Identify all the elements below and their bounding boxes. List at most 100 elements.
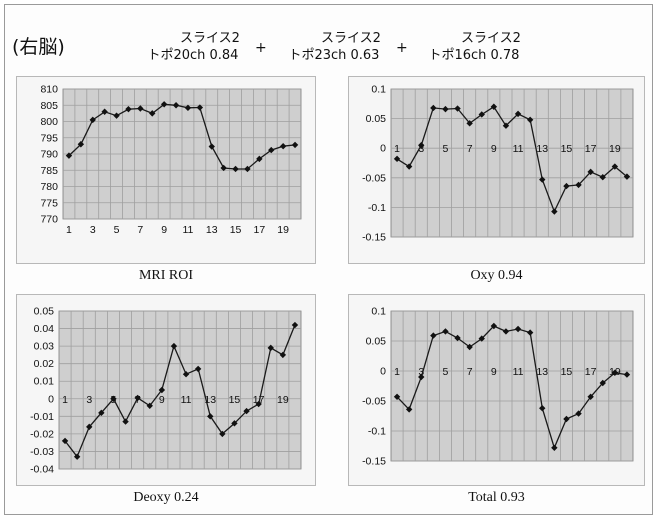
oxy-x-tick-label: 3 <box>418 143 424 155</box>
oxy-data-point <box>611 163 619 170</box>
deoxy-data-point <box>182 371 190 378</box>
mri-roi-data-point <box>137 105 144 112</box>
total-data-point <box>490 322 498 330</box>
oxy-data-point <box>393 155 401 163</box>
deoxy-data-point <box>73 453 81 460</box>
chart-panel-mri-roi: 770 775 780 785 790 795 800 805 810 1 3 5 7 9 11 13 15 17… <box>16 76 316 264</box>
mri-roi-data-point <box>279 143 287 150</box>
deoxy-x-tick-label: 3 <box>86 394 92 406</box>
mri-roi-data-point <box>65 152 73 159</box>
oxy-x-tick-label: 15 <box>561 143 573 155</box>
deoxy-data-point <box>267 344 274 352</box>
deoxy-x-tick-label: 15 <box>229 394 241 406</box>
oxy-data-point <box>405 163 413 170</box>
mri-roi-y-tick-label: 805 <box>40 100 58 112</box>
total-data-point <box>393 393 401 400</box>
deoxy-data-point <box>146 402 153 409</box>
mri-roi-data-point <box>149 110 156 117</box>
hemisphere-label: (右脳) <box>12 36 65 58</box>
deoxy-y-tick-label: 0.03 <box>34 341 55 353</box>
deoxy-data-point <box>110 395 117 402</box>
total-data-point <box>551 444 558 451</box>
deoxy-x-tick-label: 17 <box>253 394 265 406</box>
total-data-point <box>405 406 413 413</box>
mri-roi-y-tick-label: 810 <box>40 84 58 96</box>
total-x-tick-label: 11 <box>513 366 524 378</box>
mri-roi-x-tick-label: 7 <box>137 224 143 236</box>
total-data-point <box>430 332 437 339</box>
mri-roi-data-point <box>184 104 192 112</box>
oxy-x-tick-label: 17 <box>585 143 597 155</box>
deoxy-data-point <box>158 386 166 394</box>
oxy-y-tick-label: 0.1 <box>371 84 386 96</box>
deoxy-x-tick-label: 11 <box>181 394 192 406</box>
chart-panel-oxy: -0.15 -0.1 -0.05 0 0.05 0.1 1 3 5 7 9 11 13 15 17 19 <box>348 76 645 264</box>
deoxy-y-tick-label: 0.01 <box>34 376 55 388</box>
deoxy-y-tick-label: 0.05 <box>34 306 55 318</box>
combo-label-3: スライス2 トポ16ch 0.78 <box>427 30 520 64</box>
total-data-point <box>587 393 594 400</box>
plus-sign-2: + <box>396 40 408 56</box>
oxy-data-point <box>478 111 485 118</box>
deoxy-y-tick-label: -0.03 <box>30 446 54 458</box>
deoxy-data-point <box>98 409 105 417</box>
mri-roi-data-point <box>232 165 239 173</box>
chart-caption-total: Total 0.93 <box>468 490 525 505</box>
figure-header: (右脳) スライス2 トポ20ch 0.84 + スライス2 トポ23ch 0.… <box>0 0 659 70</box>
oxy-x-tick-label: 9 <box>491 143 497 155</box>
oxy-y-tick-label: -0.15 <box>362 232 386 244</box>
total-data-point <box>611 369 619 376</box>
mri-roi-x-tick-label: 13 <box>206 224 218 236</box>
mri-roi-data-point <box>291 141 299 149</box>
oxy-x-tick-label: 5 <box>443 143 449 155</box>
total-x-tick-label: 15 <box>561 366 573 378</box>
combo-2-slice: スライス2 <box>321 31 381 46</box>
deoxy-data-point <box>279 351 287 359</box>
mri-roi-data-point <box>113 112 120 119</box>
mri-roi-x-tick-label: 17 <box>254 224 266 236</box>
oxy-x-tick-label: 1 <box>394 143 400 155</box>
total-data-point <box>418 373 425 381</box>
deoxy-data-point <box>291 321 299 329</box>
total-data-point <box>466 343 473 351</box>
deoxy-data-point <box>61 437 69 445</box>
mri-roi-y-tick-label: 790 <box>40 149 58 161</box>
oxy-data-point <box>539 176 546 183</box>
deoxy-y-tick-label: -0.04 <box>30 464 54 476</box>
mri-roi-y-tick-label: 780 <box>40 181 58 193</box>
mri-roi-y-tick-label: 775 <box>40 197 58 209</box>
total-x-tick-label: 1 <box>394 366 400 378</box>
mri-roi-data-point <box>244 165 251 173</box>
combo-2-topo: トポ23ch 0.63 <box>288 48 380 63</box>
oxy-data-point <box>442 105 449 113</box>
mri-roi-x-tick-label: 15 <box>230 224 242 236</box>
chart-caption-mri-roi: MRI ROI <box>138 268 194 283</box>
combo-3-topo: トポ16ch 0.78 <box>428 48 520 63</box>
mri-roi-data-point <box>125 105 132 113</box>
deoxy-x-tick-label: 9 <box>159 394 165 406</box>
mri-roi-x-tick-label: 11 <box>182 224 193 236</box>
deoxy-data-point <box>207 413 214 420</box>
deoxy-x-tick-label: 19 <box>277 394 289 406</box>
mri-roi-data-point <box>160 101 168 108</box>
oxy-y-tick-label: -0.1 <box>368 202 386 214</box>
total-data-point <box>478 335 485 342</box>
deoxy-x-tick-label: 1 <box>62 394 68 406</box>
mri-roi-x-tick-label: 3 <box>90 224 96 236</box>
mri-roi-data-point <box>268 146 275 154</box>
oxy-x-tick-label: 7 <box>467 143 473 155</box>
total-data-point <box>454 334 461 342</box>
chart-caption-deoxy: Deoxy 0.24 <box>133 490 199 505</box>
deoxy-data-point <box>134 394 141 402</box>
mri-roi-x-tick-label: 19 <box>277 224 289 236</box>
deoxy-data-point <box>170 342 178 350</box>
oxy-y-tick-label: -0.05 <box>362 172 386 184</box>
oxy-data-point <box>599 174 606 181</box>
deoxy-y-tick-label: -0.01 <box>30 411 54 423</box>
total-y-tick-label: -0.15 <box>362 456 386 468</box>
total-x-tick-label: 7 <box>467 366 473 378</box>
deoxy-data-point <box>231 420 238 427</box>
chart-caption-oxy: Oxy 0.94 <box>470 268 523 283</box>
